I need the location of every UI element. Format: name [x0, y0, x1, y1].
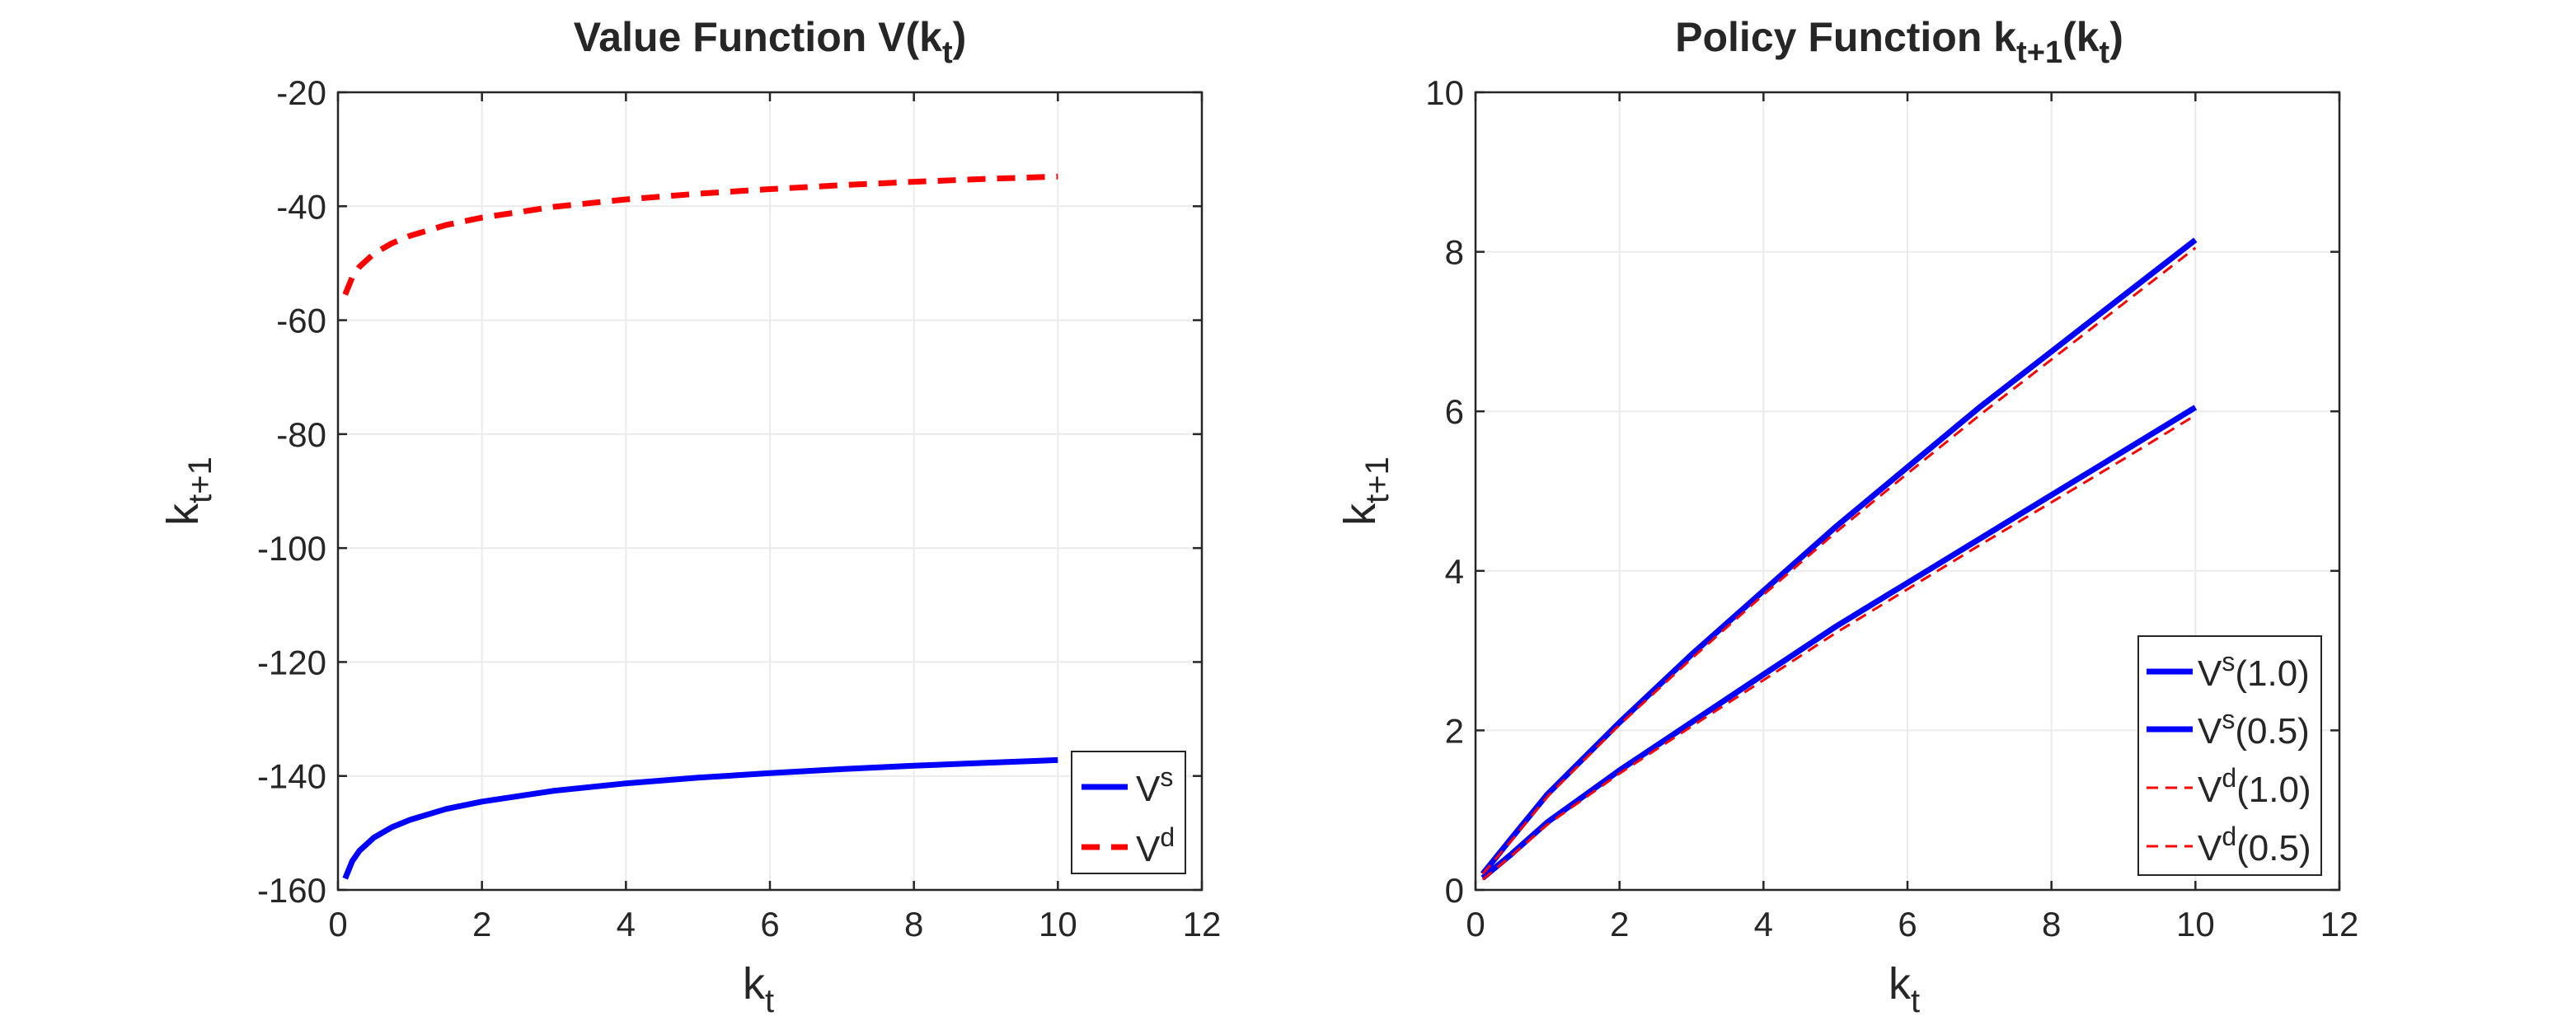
series-line-vs-10	[1480, 237, 2198, 876]
x-tick-label: 10	[1039, 905, 1077, 943]
y-tick-label: 10	[1425, 73, 1464, 112]
y-tick-label: 6	[1445, 392, 1464, 431]
legend-label-vs-1: Vs(1.0)	[2198, 647, 2310, 694]
x-tick-label: 12	[1183, 905, 1222, 943]
y-tick-label: -60	[276, 302, 326, 340]
legend-box	[1071, 751, 1186, 874]
y-tick-label: -160	[257, 871, 326, 910]
policy-function-chart: 0 2 4 6 8 10 12 0 2 4 6 8 10 Policy Function kt+1(kt…	[1335, 14, 2358, 1019]
x-tick-label: 2	[1610, 905, 1629, 943]
legend-label-vd-05: Vd(0.5)	[2198, 822, 2311, 868]
y-tick-label: 4	[1445, 552, 1464, 591]
series-line-vs	[342, 756, 1058, 880]
y-tick-label: -40	[276, 187, 326, 226]
x-tick-label: 10	[2176, 905, 2215, 943]
x-tick-label: 2	[472, 905, 491, 943]
series-line-vs-05	[1480, 405, 2198, 881]
series-line-vd-05	[1481, 414, 2197, 881]
x-tick-label: 12	[2320, 905, 2359, 943]
x-tick-label: 4	[617, 905, 636, 943]
series-line-vd	[342, 173, 1058, 296]
chart-title: Value Function V(kt)	[574, 14, 967, 70]
x-axis-label: kt	[743, 959, 774, 1019]
x-tick-label: 6	[1898, 905, 1917, 943]
y-tick-label: 0	[1445, 871, 1464, 910]
legend-box	[2137, 635, 2322, 876]
series-line-vd-10	[1481, 246, 2197, 875]
x-tick-label: 8	[904, 905, 923, 943]
x-tick-label: 8	[2042, 905, 2061, 943]
x-tick-label: 0	[1466, 905, 1485, 943]
tick-layer: 0 2 4 6 8 10 12 0 2 4 6 8 10	[1425, 73, 2358, 943]
series-layer	[1480, 237, 2198, 881]
legend-label-vs: Vs	[1136, 762, 1173, 809]
legend: Vs(1.0) Vs(0.5) Vd(1.0) Vd(0.5)	[2137, 635, 2322, 876]
legend-label-vd: Vd	[1136, 822, 1175, 869]
x-axis-label: kt	[1889, 959, 1920, 1019]
y-tick-label: -120	[257, 643, 326, 681]
x-tick-label: 4	[1754, 905, 1773, 943]
legend-label-vd-1: Vd(1.0)	[2198, 763, 2311, 810]
x-tick-label: 0	[328, 905, 347, 943]
y-tick-label: 2	[1445, 711, 1464, 750]
y-axis-label: kt+1	[158, 456, 218, 526]
series-layer	[342, 173, 1058, 880]
x-tick-label: 6	[760, 905, 779, 943]
y-tick-label: 8	[1445, 233, 1464, 272]
chart-title: Policy Function kt+1(kt)	[1675, 14, 2123, 70]
legend-label-vs-05: Vs(0.5)	[2198, 705, 2310, 751]
y-tick-label: -20	[276, 73, 326, 112]
tick-layer: 0 2 4 6 8 10 12 -160 -140 -120 -100 -80 -60 -40 -20	[257, 73, 1221, 943]
y-tick-label: -140	[257, 757, 326, 796]
y-tick-label: -80	[276, 415, 326, 454]
value-function-chart: 0 2 4 6 8 10 12 -160 -140 -120 -100 -80 -60 -40 -20 Va…	[158, 14, 1221, 1019]
legend: Vs Vd	[1071, 751, 1186, 874]
y-axis-label: kt+1	[1335, 456, 1396, 526]
y-tick-label: -100	[257, 529, 326, 568]
